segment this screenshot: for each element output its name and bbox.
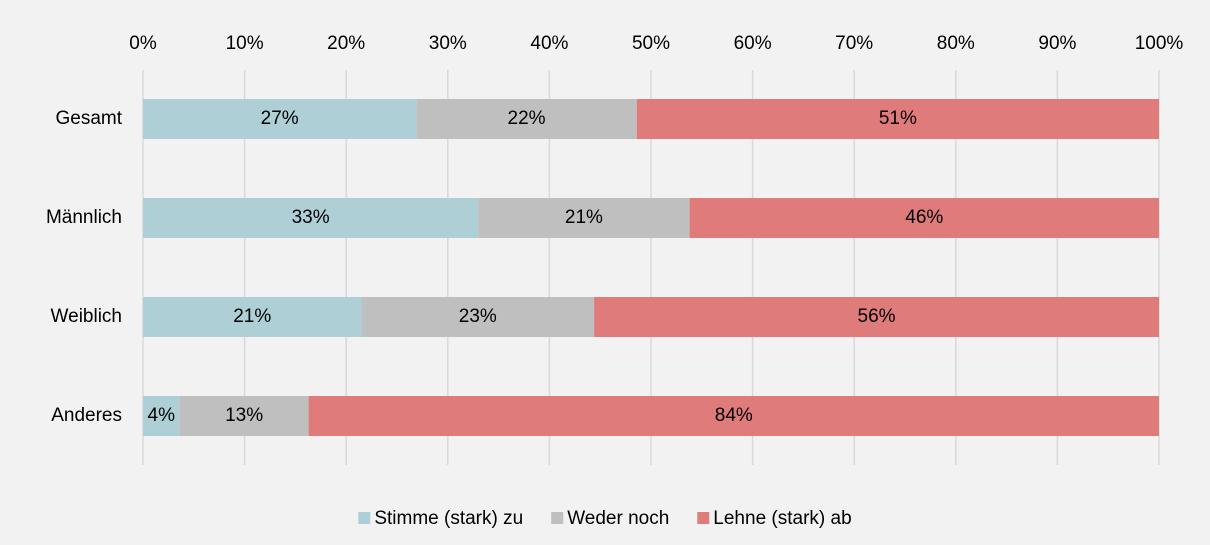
bar — [179, 396, 309, 436]
bar — [143, 297, 362, 337]
data-label: 51% — [879, 108, 917, 129]
x-tick-label: 30% — [429, 33, 467, 54]
x-tick-label: 40% — [530, 33, 568, 54]
legend-swatch — [358, 512, 371, 524]
legend-label: Lehne (stark) ab — [713, 508, 851, 529]
y-tick-label: Männlich — [46, 207, 122, 228]
data-label: 21% — [233, 306, 271, 327]
bar — [478, 198, 690, 238]
bar — [308, 396, 1159, 436]
x-tick-label: 70% — [835, 33, 873, 54]
data-label: 13% — [225, 405, 263, 426]
data-label: 4% — [148, 405, 176, 426]
data-label: 84% — [715, 405, 753, 426]
bar — [361, 297, 595, 337]
y-tick-label: Gesamt — [55, 108, 122, 129]
legend-swatch — [697, 512, 710, 524]
x-tick-label: 80% — [937, 33, 975, 54]
data-label: 56% — [858, 306, 896, 327]
data-label: 33% — [292, 207, 330, 228]
y-tick-label: Anderes — [51, 405, 122, 426]
x-tick-label: 10% — [226, 33, 264, 54]
legend-label: Stimme (stark) zu — [374, 508, 523, 529]
x-tick-label: 0% — [129, 33, 157, 54]
data-label: 21% — [565, 207, 603, 228]
data-label: 23% — [459, 306, 497, 327]
bar — [143, 396, 180, 436]
x-tick-label: 60% — [734, 33, 772, 54]
x-tick-label: 90% — [1038, 33, 1076, 54]
data-label: 27% — [261, 108, 299, 129]
legend-label: Weder noch — [567, 508, 669, 529]
y-tick-label: Weiblich — [51, 306, 122, 327]
bar — [416, 99, 637, 139]
bar — [689, 198, 1159, 238]
legend-swatch — [551, 512, 564, 524]
x-tick-label: 50% — [632, 33, 670, 54]
bar — [636, 99, 1159, 139]
x-tick-label: 20% — [327, 33, 365, 54]
data-label: 46% — [905, 207, 943, 228]
bar — [143, 198, 479, 238]
x-tick-label: 100% — [1135, 33, 1184, 54]
bar — [143, 99, 417, 139]
data-label: 22% — [508, 108, 546, 129]
bar — [594, 297, 1159, 337]
